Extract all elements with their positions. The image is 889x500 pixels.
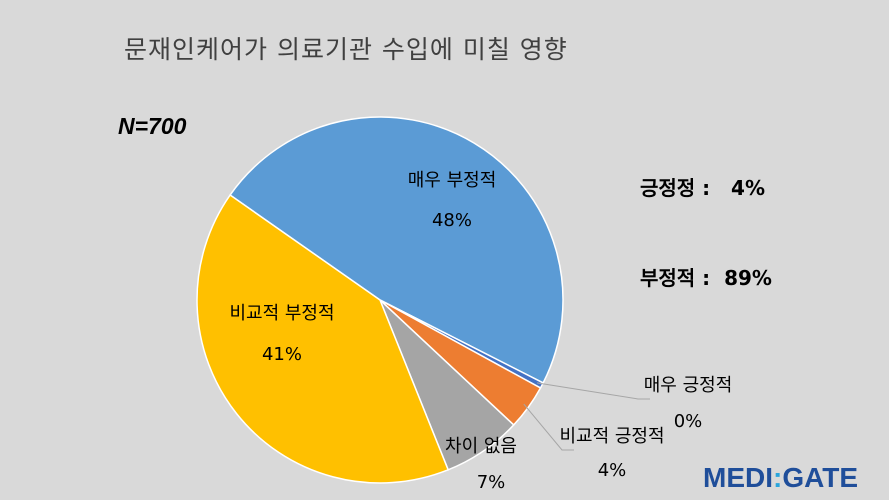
brand-left: MEDI: [703, 462, 773, 493]
slice-label: 비교적 부정적: [229, 303, 334, 324]
pie-slice: [229, 116, 564, 384]
summary-negative: 부정적 : 89%: [640, 266, 772, 290]
sample-size-label: N=700: [118, 113, 187, 139]
chart-title: 문재인케어가 의료기관 수입에 미칠 영향: [124, 35, 568, 64]
slice-label: 매우 부정적: [408, 170, 497, 191]
slice-value-label: 7%: [477, 472, 506, 493]
slice-value-label: 4%: [598, 460, 627, 481]
summary-positive: 긍정정 : 4%: [640, 176, 766, 200]
slice-value-label: 0%: [674, 411, 703, 432]
brand-separator: :: [773, 462, 783, 493]
brand-right: GATE: [782, 462, 859, 493]
pie-slice: [196, 193, 450, 484]
slice-label: 매우 긍정적: [644, 375, 733, 396]
slice-value-label: 41%: [262, 344, 302, 365]
summary-box: 긍정정 : 4% 부정적 : 89%: [640, 113, 772, 353]
slice-label: 차이 없음: [445, 436, 517, 457]
brand-logo: MEDI:GATE: [703, 462, 858, 494]
leader-line: [536, 382, 650, 400]
leader-line: [523, 403, 574, 451]
slice-label: 비교적 긍정적: [559, 426, 664, 447]
slice-value-label: 48%: [432, 210, 472, 231]
